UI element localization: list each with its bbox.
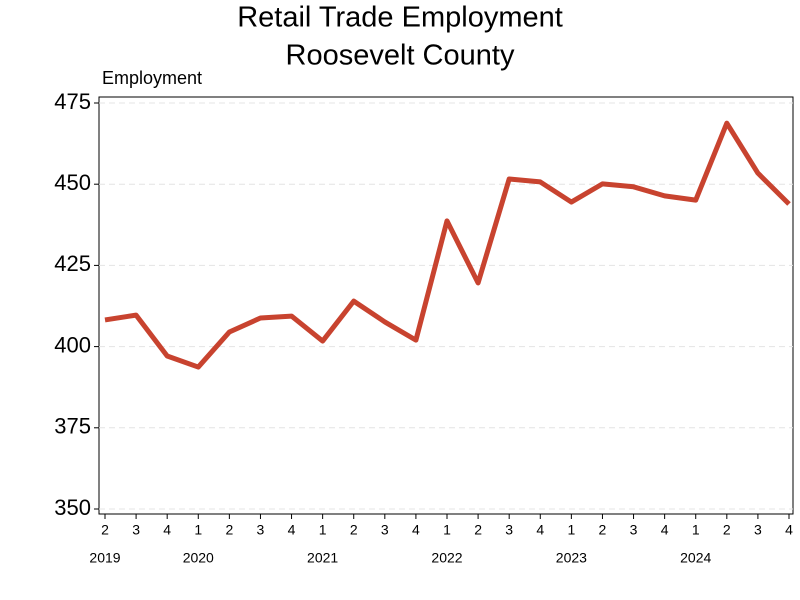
year-label: 2023 <box>556 550 587 566</box>
x-tick-label: 1 <box>443 522 451 538</box>
year-label: 2019 <box>89 550 120 566</box>
x-tick-label: 4 <box>288 522 296 538</box>
chart-subtitle: Roosevelt County <box>286 40 515 72</box>
year-label: 2024 <box>680 550 711 566</box>
x-tick-label: 4 <box>163 522 171 538</box>
x-tick-label: 4 <box>785 522 793 538</box>
x-tick-label: 3 <box>381 522 389 538</box>
y-tick-label: 375 <box>54 414 91 439</box>
x-tick-label: 4 <box>661 522 669 538</box>
x-tick-label: 1 <box>194 522 202 538</box>
x-tick-label: 3 <box>754 522 762 538</box>
x-tick-label: 3 <box>257 522 265 538</box>
x-tick-label: 3 <box>505 522 513 538</box>
x-tick-label: 2 <box>474 522 482 538</box>
y-tick-label: 350 <box>54 495 91 520</box>
y-tick-label: 475 <box>54 89 91 114</box>
year-label: 2020 <box>183 550 214 566</box>
x-tick-label: 1 <box>567 522 575 538</box>
x-tick-label: 2 <box>723 522 731 538</box>
x-tick-label: 3 <box>630 522 638 538</box>
x-tick-label: 2 <box>101 522 109 538</box>
year-label: 2022 <box>431 550 462 566</box>
y-tick-label: 425 <box>54 251 91 276</box>
y-tick-label: 450 <box>54 170 91 195</box>
x-tick-label: 4 <box>412 522 420 538</box>
x-tick-label: 2 <box>599 522 607 538</box>
x-tick-label: 3 <box>132 522 140 538</box>
x-tick-label: 1 <box>319 522 327 538</box>
chart-title: Retail Trade Employment <box>237 2 563 34</box>
y-axis-label: Employment <box>102 68 202 88</box>
x-tick-label: 1 <box>692 522 700 538</box>
x-tick-label: 4 <box>536 522 544 538</box>
data-line <box>104 120 791 370</box>
year-label: 2021 <box>307 550 338 566</box>
y-tick-label: 400 <box>54 332 91 357</box>
plot-frame <box>98 96 794 515</box>
x-tick-label: 2 <box>225 522 233 538</box>
x-tick-label: 2 <box>350 522 358 538</box>
